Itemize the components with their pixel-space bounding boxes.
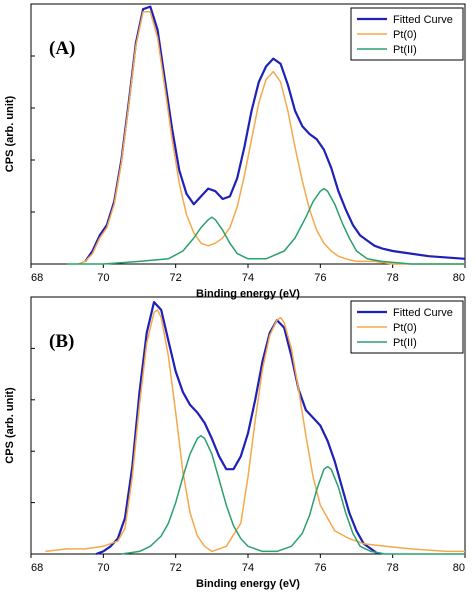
x-tick-label: 74 — [242, 272, 254, 284]
x-tick-label: 72 — [170, 272, 182, 284]
x-tick-label: 78 — [387, 272, 399, 284]
x-tick-label: 74 — [242, 562, 254, 574]
x-tick-label: 76 — [314, 272, 326, 284]
chart-panel-1: 68 70 72 74 76 78 80 Binding energy (eV) CPS (ar… — [4, 296, 466, 590]
x-tick-label: 70 — [97, 562, 109, 574]
series-line-fitted-curve — [95, 301, 379, 556]
series-line-pt-0 — [45, 309, 465, 553]
panel-label: (A) — [49, 38, 75, 59]
series-line-pt-ii — [67, 187, 465, 265]
x-tick-label: 78 — [387, 562, 399, 574]
chart-panel-0: 68 70 72 74 76 78 80 Binding energy (eV) CPS (ar… — [4, 3, 466, 300]
legend-entry-fitted-curve: Fitted Curve — [393, 14, 453, 26]
y-axis-title: CPS (arb. unit) — [4, 95, 16, 172]
x-tick-label: 80 — [453, 272, 465, 284]
x-tick-label: 76 — [314, 562, 326, 574]
x-axis-title: Binding energy (eV) — [196, 578, 300, 590]
legend-entry-pt-ii: Pt(II) — [393, 44, 417, 56]
y-axis-title: CPS (arb. unit) — [4, 387, 16, 464]
x-tick-label: 80 — [453, 562, 465, 574]
series-line-pt-ii — [121, 435, 465, 555]
legend-entry-pt-0: Pt(0) — [393, 322, 417, 334]
x-axis-title: Binding energy (eV) — [196, 288, 300, 300]
x-tick-label: 68 — [31, 272, 43, 284]
legend: Fitted Curve Pt(0) Pt(II) — [350, 7, 464, 61]
series-line-pt-0 — [77, 11, 465, 265]
x-tick-label: 68 — [31, 562, 43, 574]
legend: Fitted Curve Pt(0) Pt(II) — [350, 300, 464, 354]
panel-label: (B) — [49, 331, 74, 352]
legend-entry-pt-ii: Pt(II) — [393, 337, 417, 349]
legend-entry-fitted-curve: Fitted Curve — [393, 307, 453, 319]
x-tick-label: 72 — [170, 562, 182, 574]
legend-entry-pt-0: Pt(0) — [393, 29, 417, 41]
x-tick-label: 70 — [97, 272, 109, 284]
